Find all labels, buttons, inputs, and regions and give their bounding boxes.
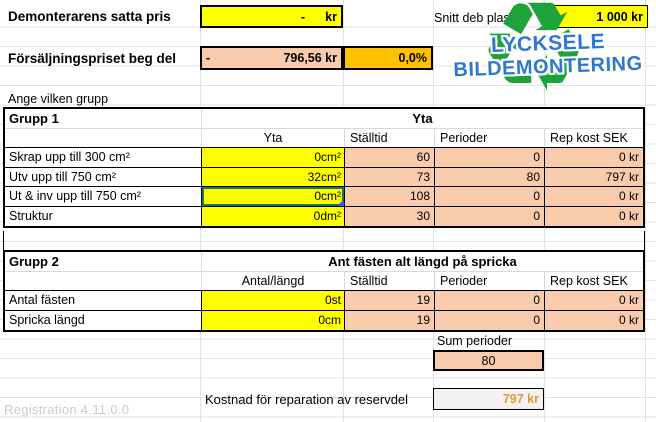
selling-percent-cell[interactable]: 0,0% [343,46,433,70]
table-row: Ut & inv upp till 750 cm² 0cm² 108 0 0 k… [5,187,643,207]
sum-perioder-value: 80 [481,353,496,368]
dismantler-price-value: - [301,9,306,24]
row-label: Antal fästen [5,291,202,310]
table-spacer-row [3,231,645,250]
row-label: Spricka längd [5,310,202,330]
stalltid-cell[interactable]: 108 [345,187,435,206]
input-cell[interactable]: 0st [202,291,345,310]
group2-col-perioder: Perioder [435,271,545,290]
group2-col-antal: Antal/längd [202,271,345,290]
group1-merged-header: Yta [412,110,433,126]
repair-cost-value: 797 kr [502,392,539,406]
table-row: Struktur 0dm² 30 0 0 kr [5,206,643,226]
input-cell[interactable]: 0cm² [202,148,345,167]
group1-col-perioder: Perioder [435,128,545,147]
selected-input-cell[interactable]: 0cm² [202,187,345,206]
cell-selection-border [202,187,344,206]
table-row: Spricka längd 0cm 19 0 0 kr [5,310,643,330]
stalltid-cell[interactable]: 60 [345,148,435,167]
row-label: Skrap upp till 300 cm² [5,148,202,167]
table-row: Utv upp till 750 cm² 32cm² 73 80 797 kr [5,167,643,187]
group2-table: Grupp 2 Ant fästen alt längd på spricka … [3,250,645,332]
row-label: Ut & inv upp till 750 cm² [5,187,202,206]
selling-price-cell[interactable]: - 796,56 kr [200,46,343,70]
repkost-cell[interactable]: 797 kr [545,167,643,186]
repkost-cell[interactable]: 0 kr [545,206,643,226]
perioder-cell[interactable]: 0 [435,310,545,330]
group2-title-row: Grupp 2 Ant fästen alt längd på spricka [5,252,643,272]
group2-col-repkost: Rep kost SEK [550,273,628,288]
group-prompt: Ange vilken grupp [8,92,109,106]
selection-handle[interactable] [339,200,344,206]
group2-col-stalltid: Ställtid [345,271,435,290]
gridline-col-f [645,0,646,422]
perioder-cell[interactable]: 0 [435,291,545,310]
group1-columns-row: Yta Ställtid Perioder Rep kost SEK [5,128,643,148]
registration-watermark: Registration 4.11.0.0 [4,402,130,417]
row-label: Struktur [5,206,202,226]
repkost-cell[interactable]: 0 kr [545,148,643,167]
sum-perioder-cell[interactable]: 80 [433,350,544,371]
input-cell[interactable]: 32cm² [202,167,345,186]
repkost-cell[interactable]: 0 kr [545,291,643,310]
stalltid-cell[interactable]: 19 [345,291,435,310]
repkost-cell[interactable]: 0 kr [545,310,643,330]
row-label: Utv upp till 750 cm² [5,167,202,186]
perioder-cell[interactable]: 0 [435,206,545,226]
avg-debit-label: Snitt deb plastr [434,11,518,25]
repkost-cell[interactable]: 0 kr [545,187,643,206]
table-row: Skrap upp till 300 cm² 0cm² 60 0 0 kr [5,148,643,168]
repair-cost-label: Kostnad för reparation av reservdel [205,392,409,407]
group1-title: Grupp 1 [5,109,202,128]
group1-table: Grupp 1 Yta Yta Ställtid Perioder Rep ko… [3,107,645,228]
input-cell[interactable]: 0dm² [202,206,345,226]
group1-col-stalltid: Ställtid [345,128,435,147]
stalltid-cell[interactable]: 73 [345,167,435,186]
dismantler-price-cell[interactable]: - kr [200,5,343,28]
avg-debit-value: 1 000 kr [596,9,643,24]
selling-price-label: Försäljningspriset beg del [8,51,177,66]
table-row: Antal fästen 0st 19 0 0 kr [5,291,643,311]
dismantler-price-unit: kr [325,9,337,24]
selling-price-dash: - [206,51,211,65]
stalltid-cell[interactable]: 19 [345,310,435,330]
repair-cost-cell[interactable]: 797 kr [433,388,544,410]
dismantler-price-label: Demonterarens satta pris [8,9,171,24]
stalltid-cell[interactable]: 30 [345,206,435,226]
sum-perioder-label: Sum perioder [437,334,513,348]
perioder-cell[interactable]: 80 [435,167,545,186]
group2-title: Grupp 2 [5,252,202,271]
group1-col-repkost: Rep kost SEK [550,130,628,145]
group1-col-yta: Yta [202,128,345,147]
perioder-cell[interactable]: 0 [435,148,545,167]
input-cell[interactable]: 0cm [202,310,345,330]
group1-title-row: Grupp 1 Yta [5,109,643,129]
group2-merged-header: Ant fästen alt längd på spricka [328,253,517,269]
group2-columns-row: Antal/längd Ställtid Perioder Rep kost S… [5,271,643,291]
selling-percent-value: 0,0% [398,51,428,65]
avg-debit-cell[interactable]: 1 000 kr [544,5,648,28]
perioder-cell[interactable]: 0 [435,187,545,206]
selling-price-value: 796,56 kr [283,51,337,65]
